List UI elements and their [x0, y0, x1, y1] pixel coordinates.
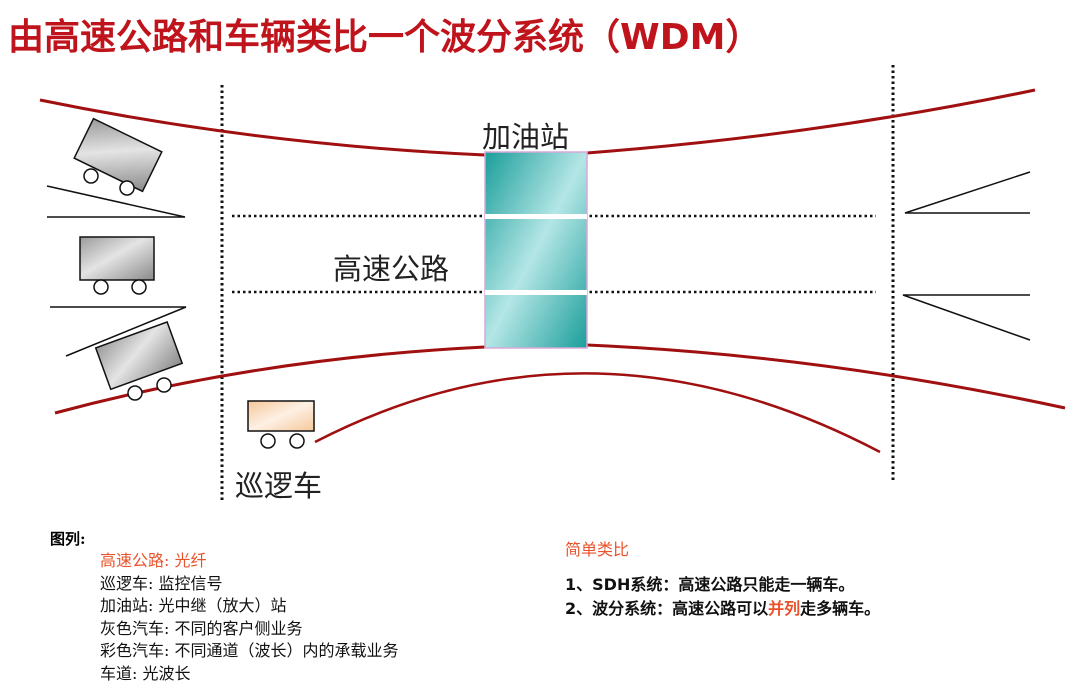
legend-desc: 不同通道（波长）内的承载业务 — [174, 641, 399, 660]
analogy-wdm: 2、波分系统：高速公路可以并列走多辆车。 — [565, 597, 880, 621]
wdm-diagram — [39, 65, 1066, 502]
legend-desc: 光中继（放大）站 — [158, 596, 287, 615]
legend-item: 灰色汽车: 不同的客户侧业务 — [100, 618, 303, 638]
legend-item: 车道: 光波长 — [100, 663, 191, 683]
boundary-lines — [220, 65, 895, 502]
legend-term: 彩色汽车 — [100, 641, 165, 660]
legend-term: 巡逻车 — [100, 573, 149, 593]
fiber-top-left — [39, 98, 486, 157]
legend-term: 车道 — [100, 663, 133, 683]
analogy-text: 2、波分系统：高速公路可以 — [565, 599, 769, 618]
patrol-label: 巡逻车 — [235, 469, 323, 503]
legend-item: 彩色汽车: 不同通道（波长）内的承载业务 — [100, 641, 399, 660]
legend-desc: 监控信号 — [158, 573, 223, 593]
fiber-bottom-left — [54, 345, 486, 415]
legend-item: 加油站: 光中继（放大）站 — [100, 596, 287, 615]
highway-label: 高速公路 — [333, 252, 450, 286]
legend-desc: 光纤 — [174, 551, 207, 570]
merge-wedges — [46, 171, 1031, 357]
fiber-curves — [39, 88, 1066, 454]
page-title: 由高速公路和车辆类比一个波分系统（WDM） — [8, 17, 762, 58]
analogy-text: 走多辆车。 — [800, 599, 881, 618]
patrol-path — [314, 372, 881, 454]
patrol-car — [247, 400, 315, 449]
legend-term: 高速公路 — [100, 551, 165, 570]
legend-heading: 图列: — [50, 530, 86, 548]
legend-desc: 光波长 — [142, 663, 191, 683]
legend-term: 加油站 — [100, 596, 149, 615]
gray-truck-bottom — [94, 321, 184, 401]
fiber-top-right — [586, 88, 1036, 155]
fiber-bottom-right — [586, 343, 1066, 410]
legend-item: 高速公路: 光纤 — [100, 551, 207, 570]
gray-truck-top — [73, 117, 163, 196]
legend-term: 灰色汽车 — [100, 618, 165, 638]
legend-desc: 不同的客户侧业务 — [174, 618, 303, 638]
station-label: 加油站 — [482, 120, 570, 154]
analogy-heading: 简单类比 — [565, 540, 630, 559]
analogy-list: 1、SDH系统：高速公路只能走一辆车。 2、波分系统：高速公路可以并列走多辆车。 — [565, 573, 880, 621]
legend-list: 高速公路: 光纤 巡逻车: 监控信号 加油站: 光中继（放大）站 灰色汽车: 不… — [100, 550, 399, 685]
analogy-highlight: 并列 — [768, 599, 801, 618]
analogy-sdh: 1、SDH系统：高速公路只能走一辆车。 — [565, 575, 855, 594]
gas-station — [484, 151, 588, 349]
legend-item: 巡逻车: 监控信号 — [100, 573, 223, 593]
gray-truck-middle — [79, 236, 155, 295]
